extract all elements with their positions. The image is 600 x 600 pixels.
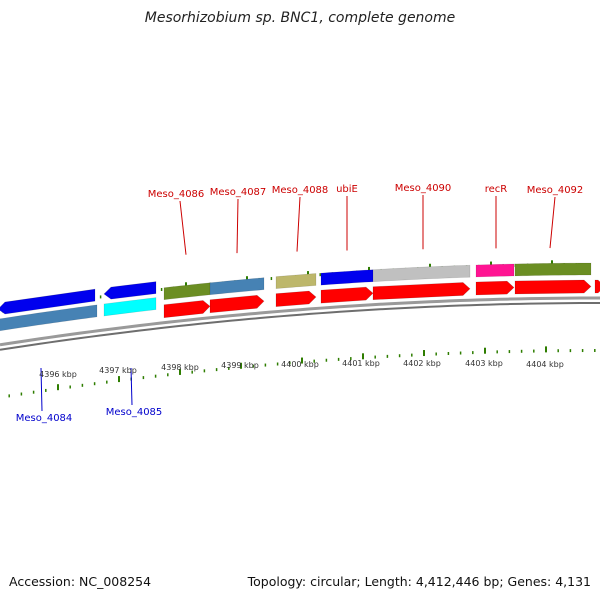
cds-arrow-forward [475,280,515,296]
scale-label: 4398 kbp [161,363,199,372]
leader-line-Meso_4092 [549,196,556,249]
cds-arrow-forward [514,279,592,295]
scale-label: 4403 kbp [465,359,503,368]
gene-band-Meso_4088 [275,273,317,289]
cds-arrow-forward [594,279,600,294]
gene-band-ubiE [320,269,374,286]
gene-label-Meso_4086: Meso_4086 [148,189,205,200]
leader-line-Meso_4086 [179,200,187,255]
gene-label-Meso_4088: Meso_4088 [272,185,329,196]
gene-band-Meso_4092 [514,262,592,277]
gene-band-Meso_4086 [163,282,211,301]
scale-label: 4399 kbp [221,361,259,370]
gene-band-Meso_4084 [0,304,98,332]
scale-label: 4401 kbp [342,359,380,368]
backbone-upper-line [0,296,600,347]
scale-label: 4397 kbp [99,366,137,375]
cds-arrow-forward [209,294,265,314]
gene-band-Meso_4087 [209,277,265,296]
cds-arrow-forward [372,282,471,301]
leader-line-Meso_4084 [40,367,43,412]
gene-label-Meso_4090: Meso_4090 [395,183,452,194]
cds-arrow-reverse [103,281,157,300]
gene-band-recR [475,263,515,278]
gene-band-Meso_4090 [372,264,471,283]
gene-label-Meso_4092: Meso_4092 [527,185,584,196]
gene-label-Meso_4087: Meso_4087 [210,187,267,198]
scale-label: 4404 kbp [526,360,564,369]
genome-summary-text: Topology: circular; Length: 4,412,446 bp… [247,574,591,589]
gene-band-Meso_4085 [103,297,157,317]
scale-label: 4400 kbp [281,360,319,369]
scale-label: 4396 kbp [39,370,77,379]
leader-line-Meso_4085 [130,367,133,406]
gene-label-Meso_4085: Meso_4085 [106,407,163,418]
gene-label-ubiE: ubiE [336,184,358,195]
cds-arrow-forward [163,300,211,319]
backbone-lower-line [0,302,600,351]
gene-label-Meso_4084: Meso_4084 [16,413,73,424]
gene-label-recR: recR [485,184,508,195]
scale-label: 4402 kbp [403,359,441,368]
cds-arrow-forward [320,286,374,304]
leader-line-Meso_4087 [236,198,239,254]
cds-arrow-forward [275,290,317,307]
accession-text: Accession: NC_008254 [9,574,152,589]
map-title: Mesorhizobium sp. BNC1, complete genome [144,10,456,26]
cds-arrow-reverse [0,288,96,315]
leader-line-Meso_4088 [296,196,301,252]
